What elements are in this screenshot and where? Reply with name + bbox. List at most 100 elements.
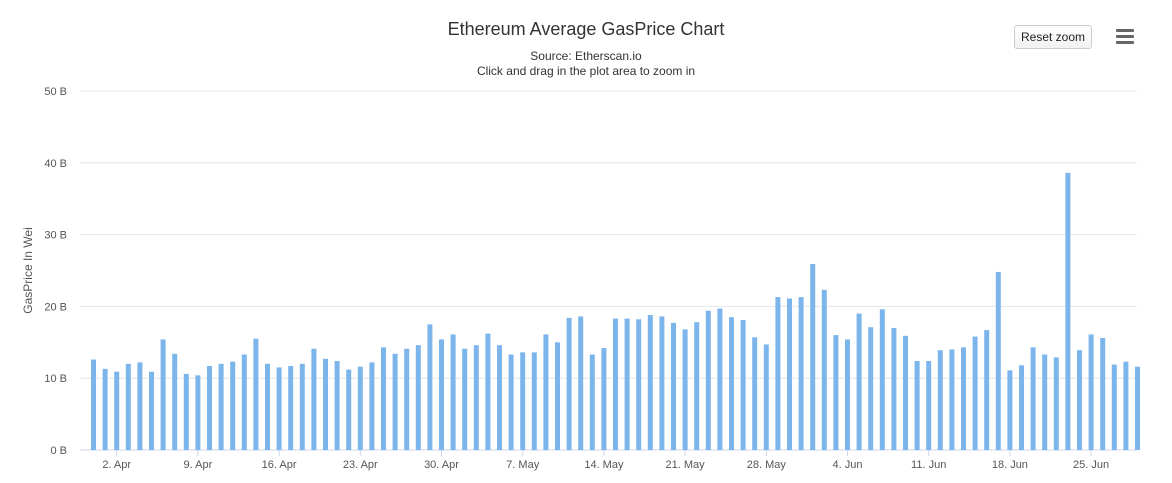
bar[interactable] (137, 362, 143, 450)
bar[interactable] (160, 339, 166, 450)
bar[interactable] (149, 371, 154, 450)
bar[interactable] (392, 353, 398, 450)
bar[interactable] (485, 333, 491, 450)
bar[interactable] (949, 349, 955, 450)
bar[interactable] (218, 363, 224, 450)
x-tick-label: 28. May (747, 459, 787, 471)
bar[interactable] (1030, 347, 1036, 450)
bar[interactable] (508, 354, 514, 450)
bar[interactable] (763, 344, 769, 450)
bar[interactable] (995, 271, 1001, 450)
bar[interactable] (810, 264, 816, 450)
bar[interactable] (740, 320, 746, 450)
bar[interactable] (253, 338, 259, 450)
bar[interactable] (369, 362, 375, 450)
bar[interactable] (230, 361, 236, 450)
bar[interactable] (265, 363, 270, 450)
bar[interactable] (682, 329, 688, 450)
bar[interactable] (531, 352, 537, 450)
bar[interactable] (299, 363, 305, 450)
bar[interactable] (1053, 357, 1059, 450)
bar[interactable] (647, 315, 653, 450)
bar[interactable] (1135, 366, 1140, 450)
bar[interactable] (102, 368, 108, 450)
bar[interactable] (439, 339, 444, 450)
bar[interactable] (972, 336, 978, 450)
bar[interactable] (601, 348, 607, 450)
bar[interactable] (241, 354, 247, 450)
bar[interactable] (1088, 334, 1094, 450)
bar[interactable] (1077, 350, 1082, 450)
bar[interactable] (868, 327, 874, 450)
reset-zoom-button[interactable]: Reset zoom (1014, 25, 1092, 49)
bar[interactable] (311, 348, 317, 450)
bar[interactable] (323, 358, 328, 450)
bar[interactable] (276, 367, 282, 450)
bar[interactable] (125, 363, 131, 450)
bar[interactable] (91, 359, 96, 450)
bar[interactable] (415, 345, 421, 450)
bar[interactable] (636, 319, 642, 450)
bar[interactable] (879, 309, 885, 450)
bar[interactable] (357, 366, 363, 450)
bar[interactable] (183, 373, 189, 450)
bar[interactable] (694, 322, 700, 450)
bar[interactable] (589, 354, 595, 450)
bar[interactable] (207, 365, 212, 450)
bar[interactable] (984, 330, 990, 450)
bar[interactable] (543, 334, 549, 450)
bar[interactable] (613, 318, 618, 450)
bar[interactable] (114, 371, 120, 450)
bar[interactable] (1042, 354, 1048, 450)
bar[interactable] (833, 335, 839, 450)
bar[interactable] (729, 317, 734, 450)
bar[interactable] (381, 347, 386, 450)
bar[interactable] (497, 345, 502, 450)
bar[interactable] (1123, 361, 1129, 450)
y-tick-label: 40 B (44, 158, 67, 170)
bar[interactable] (334, 360, 340, 450)
bar[interactable] (798, 297, 804, 450)
bar[interactable] (427, 324, 433, 450)
bar[interactable] (1019, 365, 1024, 450)
bar[interactable] (903, 335, 908, 450)
bar[interactable] (705, 310, 711, 450)
bar[interactable] (787, 298, 792, 450)
bar[interactable] (717, 308, 723, 450)
bar[interactable] (1065, 172, 1071, 451)
bar[interactable] (937, 350, 943, 450)
bar[interactable] (404, 348, 410, 450)
x-tick-label: 11. Jun (911, 459, 946, 471)
bar[interactable] (1111, 364, 1117, 450)
bar[interactable] (671, 322, 676, 450)
chart-title: Ethereum Average GasPrice Chart (447, 19, 725, 39)
bar[interactable] (961, 347, 966, 450)
bar[interactable] (1007, 370, 1013, 450)
bar[interactable] (450, 334, 456, 450)
bar[interactable] (578, 316, 584, 450)
bar[interactable] (845, 339, 850, 450)
bar[interactable] (624, 318, 630, 450)
bar[interactable] (926, 360, 932, 450)
bar[interactable] (1100, 337, 1106, 450)
bar[interactable] (566, 317, 572, 450)
bar[interactable] (659, 316, 665, 450)
bar[interactable] (520, 352, 526, 450)
bar[interactable] (462, 348, 468, 450)
bar[interactable] (172, 353, 178, 450)
bar[interactable] (914, 360, 920, 450)
x-tick-label: 21. May (666, 459, 706, 471)
bar[interactable] (752, 337, 758, 450)
bar[interactable] (821, 289, 827, 450)
bar[interactable] (856, 313, 862, 450)
bar[interactable] (891, 327, 897, 450)
bar[interactable] (195, 375, 201, 450)
bar[interactable] (288, 365, 294, 450)
hamburger-menu-icon[interactable] (1116, 29, 1134, 45)
x-tick-label: 23. Apr (343, 459, 378, 471)
bar[interactable] (473, 345, 479, 450)
bar[interactable] (555, 342, 560, 450)
bar[interactable] (346, 369, 352, 450)
bar[interactable] (775, 297, 781, 450)
